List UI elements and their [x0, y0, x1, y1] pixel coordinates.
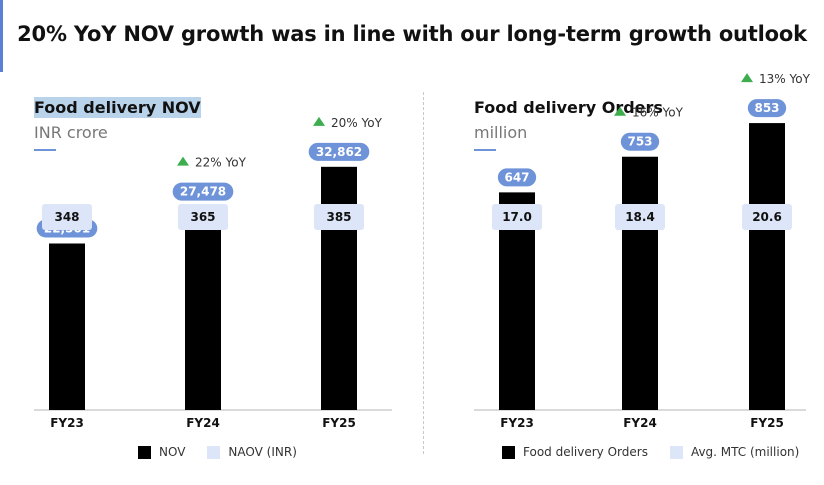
value-label: 32,862 [316, 145, 362, 159]
nov-panel-title-text: Food delivery NOV [34, 97, 201, 118]
top-pill-label: 385 [326, 210, 351, 224]
legend-label-nov: NOV [159, 445, 186, 459]
top-pill [178, 204, 228, 230]
growth-arrow-icon [614, 106, 626, 116]
value-label: 647 [504, 170, 529, 184]
value-pill [172, 182, 234, 201]
top-pill-label: 20.6 [752, 210, 782, 224]
value-label: 27,478 [180, 185, 226, 199]
category-label: FY25 [750, 416, 784, 430]
page-title: 20% YoY NOV growth was in line with our … [17, 22, 807, 46]
orders-unit-rule [474, 149, 496, 151]
value-pill [747, 99, 787, 118]
legend-swatch-nov [138, 445, 151, 459]
accent-bar [0, 0, 3, 72]
bar [749, 123, 785, 410]
legend-swatch-orders [502, 445, 515, 459]
legend-label-naov: NAOV (INR) [228, 445, 297, 459]
legend-swatch-mtc [669, 445, 683, 459]
value-pill [620, 132, 660, 151]
value-pill [308, 142, 370, 161]
bar [321, 166, 357, 410]
growth-label: 16% YoY [632, 106, 684, 120]
value-label: 753 [627, 135, 652, 149]
top-pill [742, 204, 792, 230]
nov-unit-rule [34, 149, 56, 151]
orders-panel-unit: million [474, 123, 528, 142]
panel-divider [423, 92, 424, 454]
growth-label: 13% YoY [759, 72, 811, 86]
growth-label: 20% YoY [331, 116, 383, 130]
category-label: FY24 [623, 416, 657, 430]
top-pill-label: 17.0 [502, 210, 532, 224]
top-pill [615, 204, 665, 230]
top-pill [42, 204, 92, 230]
nov-panel-unit: INR crore [34, 123, 108, 142]
top-pill [492, 204, 542, 230]
top-pill-label: 348 [54, 210, 79, 224]
nov-panel-title: Food delivery NOV [34, 97, 201, 118]
value-pill [497, 168, 537, 187]
category-label: FY25 [322, 416, 356, 430]
growth-arrow-icon [313, 116, 325, 126]
orders-panel-title: Food delivery Orders [474, 98, 663, 117]
top-pill [314, 204, 364, 230]
growth-arrow-icon [741, 73, 753, 83]
growth-arrow-icon [177, 156, 189, 166]
nov-legend: NOV NAOV (INR) [138, 445, 297, 459]
growth-label: 22% YoY [195, 156, 247, 170]
top-pill-label: 18.4 [625, 210, 655, 224]
top-pill-label: 365 [190, 210, 215, 224]
bar [622, 156, 658, 410]
chart-panel-1: 647 17.0 FY23 753 16% YoY 18.4 FY24 853 13% YoY 2… [474, 72, 811, 430]
bar [49, 243, 85, 410]
orders-legend: Food delivery Orders Avg. MTC (million) [502, 445, 799, 459]
legend-swatch-naov [207, 445, 221, 459]
legend-label-orders: Food delivery Orders [523, 445, 648, 459]
category-label: FY24 [186, 416, 220, 430]
category-label: FY23 [500, 416, 534, 430]
value-label: 853 [754, 101, 779, 115]
category-label: FY23 [50, 416, 84, 430]
bar [185, 206, 221, 410]
legend-label-mtc: Avg. MTC (million) [690, 445, 800, 459]
